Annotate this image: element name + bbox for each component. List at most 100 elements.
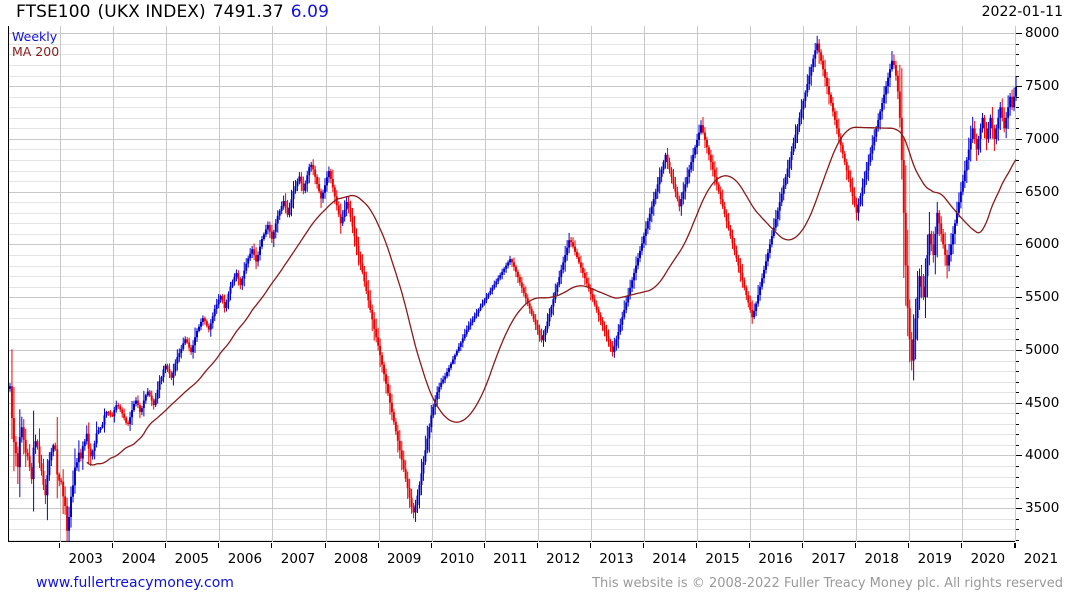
y-tick-mark	[1016, 192, 1022, 193]
y-tick-mark-minor	[1016, 76, 1019, 77]
y-tick-mark-minor	[1016, 529, 1019, 530]
as-of-date-label: 2022-01-11	[981, 4, 1063, 20]
y-tick-mark-minor	[1016, 519, 1019, 520]
x-tick-label: 2004	[121, 551, 156, 567]
x-tick-label: 2010	[440, 551, 475, 567]
symbol-label: FTSE100	[16, 2, 91, 22]
y-tick-mark-minor	[1016, 266, 1019, 267]
y-tick-mark-minor	[1016, 424, 1019, 425]
x-tick-mark	[696, 543, 697, 548]
x-tick-label: 2019	[917, 551, 952, 567]
x-tick-mark	[961, 543, 962, 548]
y-tick-mark-minor	[1016, 287, 1019, 288]
chart-header: FTSE100 (UKX INDEX) 7491.37 6.09 2022-01-11	[0, 0, 1075, 26]
y-tick-mark-minor	[1016, 107, 1019, 108]
x-tick-label: 2016	[758, 551, 793, 567]
y-tick-mark-minor	[1016, 171, 1019, 172]
y-tick-mark	[1016, 244, 1022, 245]
y-tick-mark-minor	[1016, 118, 1019, 119]
x-tick-mark	[165, 543, 166, 548]
y-axis: 3500 4000 4500 5000 5500 6000 6500 7000 7500 8000	[1016, 25, 1075, 542]
x-tick-mark	[908, 543, 909, 548]
y-tick-mark-minor	[1016, 181, 1019, 182]
last-price-label: 7491.37	[212, 2, 284, 22]
y-tick-label: 4500	[1025, 394, 1060, 411]
y-tick-mark	[1016, 508, 1022, 509]
y-tick-mark	[1016, 33, 1022, 34]
y-tick-mark-minor	[1016, 329, 1019, 330]
y-tick-mark-minor	[1016, 276, 1019, 277]
price-change-label: 6.09	[290, 2, 330, 22]
page-title: FTSE100 (UKX INDEX) 7491.37 6.09	[16, 2, 329, 22]
x-tick-label: 2011	[493, 551, 528, 567]
x-tick-label: 2008	[333, 551, 369, 567]
index-name-label: (UKX INDEX)	[97, 2, 206, 22]
x-tick-mark	[484, 543, 485, 548]
y-tick-label: 7500	[1025, 78, 1060, 95]
site-url-link[interactable]: www.fullertreacymoney.com	[36, 575, 234, 591]
y-tick-mark-minor	[1016, 54, 1019, 55]
x-tick-label: 2013	[599, 551, 634, 567]
x-tick-label: 2009	[386, 551, 422, 567]
y-tick-mark-minor	[1016, 498, 1019, 499]
x-tick-label: 2015	[705, 551, 740, 567]
y-tick-mark	[1016, 403, 1022, 404]
x-tick-mark	[378, 543, 379, 548]
x-tick-mark	[590, 543, 591, 548]
x-tick-mark	[271, 543, 272, 548]
y-tick-label: 8000	[1025, 25, 1060, 42]
x-tick-mark	[802, 543, 803, 548]
y-tick-mark-minor	[1016, 466, 1019, 467]
y-tick-mark-minor	[1016, 540, 1019, 541]
y-tick-mark-minor	[1016, 128, 1019, 129]
x-tick-label: 2014	[652, 551, 687, 567]
x-tick-label: 2018	[864, 551, 899, 567]
x-tick-mark	[537, 543, 538, 548]
grid-vertical	[60, 26, 1016, 542]
x-tick-label: 2021	[1023, 551, 1059, 567]
y-tick-mark-minor	[1016, 255, 1019, 256]
y-tick-mark-minor	[1016, 213, 1019, 214]
x-tick-label: 2007	[280, 551, 316, 567]
copyright-label: This website is © 2008-2022 Fuller Treac…	[592, 576, 1063, 591]
y-tick-label: 6500	[1025, 183, 1060, 200]
y-tick-label: 7000	[1025, 130, 1060, 147]
y-tick-mark-minor	[1016, 149, 1019, 150]
x-tick-mark	[1014, 543, 1015, 548]
y-tick-mark-minor	[1016, 371, 1019, 372]
x-tick-mark	[431, 543, 432, 548]
y-tick-mark-minor	[1016, 361, 1019, 362]
x-tick-label: 2012	[546, 551, 581, 567]
ma200-line	[86, 126, 1017, 466]
y-tick-mark-minor	[1016, 202, 1019, 203]
y-tick-mark-minor	[1016, 318, 1019, 319]
y-tick-mark	[1016, 139, 1022, 140]
y-tick-mark-minor	[1016, 308, 1019, 309]
x-tick-mark	[59, 543, 60, 548]
y-tick-mark-minor	[1016, 413, 1019, 414]
x-tick-label: 2005	[174, 551, 210, 567]
chart-footer: www.fullertreacymoney.com This website i…	[0, 572, 1075, 600]
x-tick-label: 2017	[811, 551, 846, 567]
y-tick-mark-minor	[1016, 65, 1019, 66]
x-tick-mark	[218, 543, 219, 548]
y-tick-mark-minor	[1016, 382, 1019, 383]
price-chart-plot-area[interactable]	[8, 26, 1017, 542]
x-tick-label: 2003	[68, 551, 103, 567]
x-tick-mark	[112, 543, 113, 548]
y-tick-mark	[1016, 86, 1022, 87]
y-tick-mark-minor	[1016, 477, 1019, 478]
x-tick-label: 2020	[970, 551, 1006, 567]
y-tick-label: 6000	[1025, 236, 1060, 253]
y-tick-mark-minor	[1016, 434, 1019, 435]
y-tick-mark-minor	[1016, 223, 1019, 224]
legend-item-ma200: MA 200	[12, 44, 60, 59]
x-tick-mark	[643, 543, 644, 548]
y-tick-mark-minor	[1016, 392, 1019, 393]
y-tick-mark	[1016, 350, 1022, 351]
candlestick-series	[9, 35, 1017, 542]
y-tick-mark-minor	[1016, 445, 1019, 446]
x-tick-mark	[325, 543, 326, 548]
x-tick-mark	[749, 543, 750, 548]
